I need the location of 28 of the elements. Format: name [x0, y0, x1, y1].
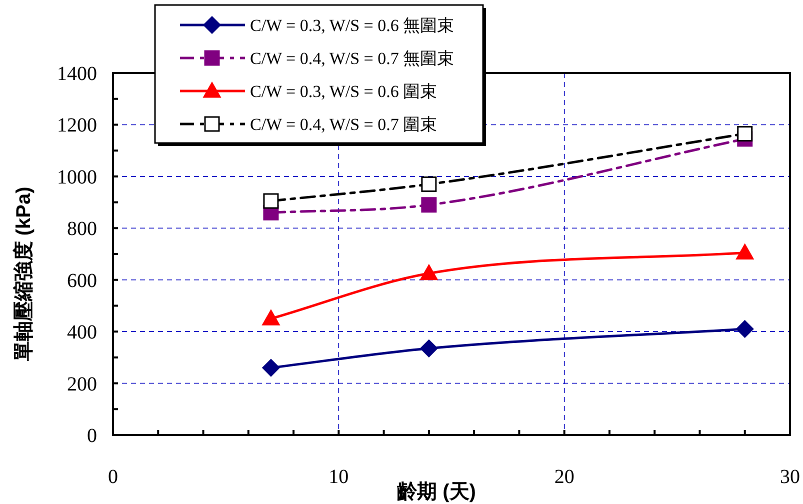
- legend-label: C/W = 0.3, W/S = 0.6 圍束: [250, 82, 438, 101]
- point: [421, 197, 437, 213]
- point: [737, 126, 753, 142]
- y-tick-label: 400: [67, 322, 97, 344]
- y-tick-label: 600: [67, 270, 97, 292]
- y-tick-label: 1000: [57, 166, 97, 188]
- y-tick-label: 800: [67, 218, 97, 240]
- point: [262, 310, 280, 326]
- point: [420, 264, 438, 280]
- y-axis-title: 單軸壓縮強度 (kPa): [12, 186, 35, 362]
- y-tick-label: 200: [67, 373, 97, 396]
- y-tick-label: 1400: [57, 63, 97, 85]
- x-tick-label: 10: [328, 466, 349, 488]
- x-tick-label: 0: [108, 466, 118, 488]
- y-tick-label: 0: [87, 425, 97, 447]
- legend-label: C/W = 0.4, W/S = 0.7 圍束: [250, 115, 438, 134]
- point: [421, 176, 437, 192]
- x-tick-label: 20: [554, 466, 574, 488]
- point: [420, 340, 438, 358]
- y-tick-label: 1200: [57, 114, 97, 137]
- legend-label: C/W = 0.3, W/S = 0.6 無圍束: [250, 16, 454, 35]
- point: [736, 320, 754, 338]
- point: [263, 193, 279, 209]
- point: [736, 244, 754, 260]
- point: [262, 359, 280, 377]
- x-tick-label: 30: [780, 466, 800, 488]
- x-axis-title: 齡期 (天): [396, 481, 476, 503]
- legend-label: C/W = 0.4, W/S = 0.7 無圍束: [250, 49, 454, 68]
